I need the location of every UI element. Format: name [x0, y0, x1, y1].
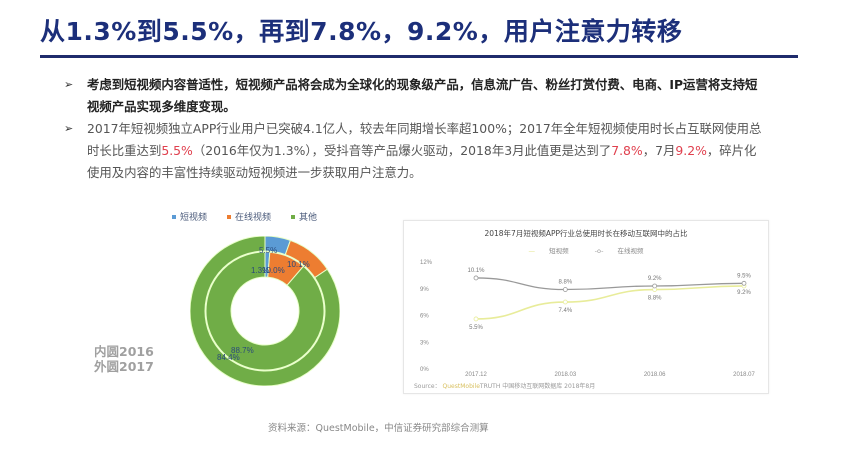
donut-label: 10.1% — [287, 260, 310, 269]
y-tick-label: 12% — [420, 260, 433, 266]
bullet-list: ➢ 考虑到短视频内容普适性，短视频产品将会成为全球化的现象级产品，信息流广告、粉丝… — [64, 74, 764, 184]
y-tick-label: 0% — [420, 367, 429, 373]
data-point — [741, 280, 747, 286]
donut-label: 5.5% — [259, 246, 277, 255]
legend-label: 短视频 — [549, 247, 569, 255]
data-label: 8.8% — [558, 280, 572, 286]
source-prefix: Source： — [414, 383, 441, 390]
source-rest: TRUTH 中国移动互联网数据库 2018年8月 — [479, 383, 596, 390]
chart-legend: — 短视频 -o- 在线视频 — [404, 245, 768, 255]
chart-source: Source： QuestMobileTRUTH 中国移动互联网数据库 2018… — [414, 381, 595, 390]
donut-label: 1.3% — [251, 266, 269, 275]
donut-label: 88.7% — [231, 346, 254, 355]
page-title: 从1.3%到5.5%，再到7.8%，9.2%，用户注意力转移 — [40, 17, 683, 46]
highlight-value: 9.2% — [675, 143, 707, 158]
chart-title: 2018年7月短视频APP行业总使用时长在移动互联网中的占比 — [484, 229, 688, 238]
legend-item-other: 其他 — [291, 210, 317, 223]
arrow-bullet-icon: ➢ — [64, 122, 74, 135]
double-donut-chart: 5.5% 10.1% 84.4% 1.3%10.0% 88.7% — [190, 236, 340, 386]
legend-label: 在线视频 — [617, 247, 644, 255]
legend-item-online-video: 在线视频 — [227, 210, 271, 223]
donut-caption: 内圆2016 外圆2017 — [94, 344, 154, 374]
bullet-text: ，7月 — [642, 143, 676, 158]
x-tick-label: 2018.03 — [554, 372, 576, 378]
legend-label: 其他 — [299, 213, 318, 223]
legend-item-online-video: -o- 在线视频 — [594, 247, 644, 255]
series-line — [475, 277, 745, 291]
bullet-item: ➢ 考虑到短视频内容普适性，短视频产品将会成为全球化的现象级产品，信息流广告、粉丝… — [64, 74, 764, 118]
legend-label: 在线视频 — [235, 213, 272, 223]
data-label: 8.8% — [648, 296, 662, 302]
donut-slice — [205, 251, 325, 371]
legend-item-short-video: 短视频 — [172, 210, 207, 223]
data-label: 9.2% — [648, 276, 662, 282]
data-label: 7.4% — [558, 308, 572, 314]
data-label: 9.2% — [737, 290, 751, 296]
data-point — [562, 287, 568, 292]
donut-slice — [190, 236, 340, 386]
donut-label: 84.4% — [217, 353, 240, 362]
data-point — [473, 275, 479, 281]
legend-item-short-video: — 短视频 — [528, 247, 569, 255]
inner-ring-caption: 内圆2016 — [94, 344, 154, 359]
data-point — [652, 283, 658, 289]
bullet-item: ➢ 2017年短视频独立APP行业用户已突破4.1亿人，较去年同期增长率超100%… — [64, 118, 764, 184]
data-point — [562, 299, 568, 305]
bullet-text: 2017年短视频独立APP行业用户已突破4.1亿人，较去年同期增长率超100%；… — [87, 121, 762, 158]
legend-label: 短视频 — [180, 213, 208, 223]
highlight-value: 5.5% — [161, 143, 193, 158]
data-point — [473, 316, 479, 322]
outer-ring-caption: 外圆2017 — [94, 359, 154, 374]
bullet-text: 考虑到短视频内容普适性，短视频产品将会成为全球化的现象级产品，信息流广告、粉丝打… — [87, 77, 758, 114]
title-underline — [40, 55, 798, 58]
y-tick-label: 9% — [420, 287, 429, 293]
legend-swatch — [172, 214, 176, 219]
series-line — [475, 285, 745, 320]
x-tick-label: 2017.12 — [465, 372, 487, 378]
donut-legend: 短视频 在线视频 其他 — [172, 210, 317, 223]
footer-source: 资料来源：QuestMobile，中信证券研究部综合测算 — [268, 423, 489, 434]
x-tick-label: 2018.07 — [733, 372, 755, 378]
line-chart-panel: 0% 3% 6% 9% 12% 2017.12 2018.03 2018.06 2018.07 5… — [403, 220, 769, 394]
data-label: 10.1% — [467, 268, 485, 274]
y-tick-label: 6% — [420, 314, 429, 320]
y-tick-label: 3% — [420, 340, 429, 346]
bullet-text: （2016年仅为1.3%），受抖音等产品爆火驱动，2018年3月此值更是达到了 — [192, 143, 612, 158]
source-brand: QuestMobile — [442, 383, 480, 390]
legend-swatch — [227, 214, 232, 219]
arrow-bullet-icon: ➢ — [64, 78, 74, 91]
line-chart: 0% 3% 6% 9% 12% 2017.12 2018.03 2018.06 2018.07 5… — [420, 260, 756, 378]
x-tick-label: 2018.06 — [644, 372, 666, 378]
data-label: 5.5% — [469, 325, 483, 331]
highlight-value: 7.8% — [611, 143, 643, 158]
data-label: 9.5% — [737, 273, 751, 279]
legend-swatch — [291, 214, 296, 219]
bullet-text: ，碎片化使用及内容的丰富性持续驱动短视频进一步获取用户注意力。 — [87, 143, 757, 180]
donut-label: 10.0% — [262, 266, 285, 275]
